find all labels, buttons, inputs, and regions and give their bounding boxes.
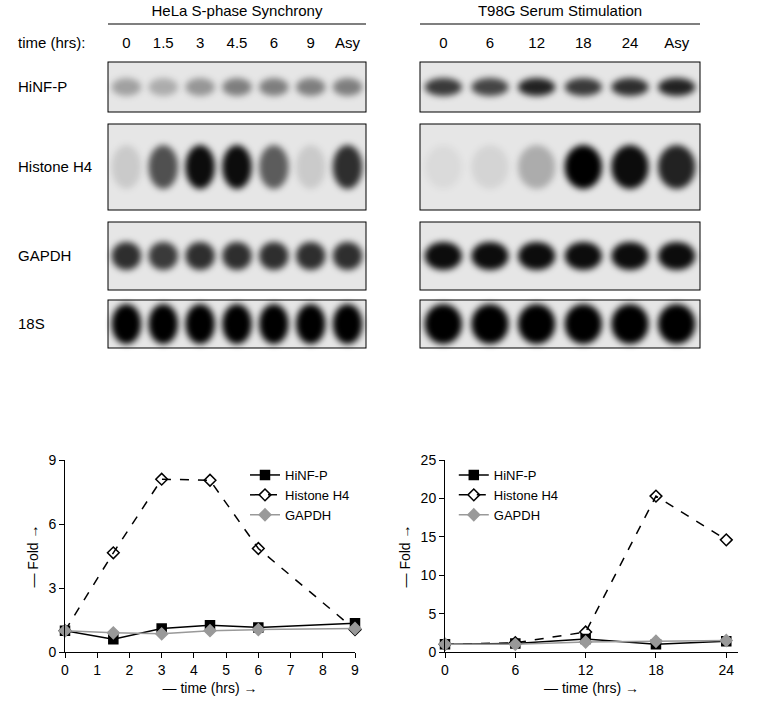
svg-text:18: 18 bbox=[575, 34, 592, 51]
svg-text:24: 24 bbox=[622, 34, 639, 51]
svg-text:0: 0 bbox=[61, 662, 69, 678]
svg-text:GAPDH: GAPDH bbox=[18, 247, 71, 264]
svg-text:5: 5 bbox=[222, 662, 230, 678]
svg-text:GAPDH: GAPDH bbox=[494, 508, 540, 523]
svg-text:2: 2 bbox=[126, 662, 134, 678]
svg-text:20: 20 bbox=[421, 490, 437, 506]
svg-text:12: 12 bbox=[578, 662, 594, 678]
svg-text:18: 18 bbox=[648, 662, 664, 678]
svg-text:9: 9 bbox=[307, 34, 315, 51]
svg-text:12: 12 bbox=[528, 34, 545, 51]
svg-text:Histone H4: Histone H4 bbox=[494, 488, 558, 503]
svg-text:6: 6 bbox=[511, 662, 519, 678]
svg-text:HiNF-P: HiNF-P bbox=[494, 468, 537, 483]
svg-text:time (hrs):: time (hrs): bbox=[18, 34, 86, 51]
svg-text:Asy: Asy bbox=[664, 34, 690, 51]
svg-text:0: 0 bbox=[439, 34, 447, 51]
svg-text:0: 0 bbox=[48, 644, 56, 660]
svg-text:3: 3 bbox=[158, 662, 166, 678]
svg-text:Histone H4: Histone H4 bbox=[285, 488, 349, 503]
svg-text:Asy: Asy bbox=[335, 34, 361, 51]
svg-text:— time (hrs) →: — time (hrs) → bbox=[163, 680, 258, 696]
svg-text:18S: 18S bbox=[18, 315, 45, 332]
svg-text:GAPDH: GAPDH bbox=[285, 508, 331, 523]
svg-text:0: 0 bbox=[122, 34, 130, 51]
svg-text:10: 10 bbox=[421, 567, 437, 583]
svg-text:Histone H4: Histone H4 bbox=[18, 158, 92, 175]
svg-text:25: 25 bbox=[421, 452, 437, 468]
svg-text:T98G Serum Stimulation: T98G Serum Stimulation bbox=[478, 2, 642, 19]
svg-text:3: 3 bbox=[48, 580, 56, 596]
svg-text:6: 6 bbox=[486, 34, 494, 51]
svg-text:HiNF-P: HiNF-P bbox=[18, 78, 67, 95]
svg-text:24: 24 bbox=[718, 662, 734, 678]
svg-text:7: 7 bbox=[287, 662, 295, 678]
svg-text:3: 3 bbox=[196, 34, 204, 51]
svg-text:HiNF-P: HiNF-P bbox=[285, 468, 328, 483]
svg-text:— Fold →: — Fold → bbox=[25, 524, 41, 587]
svg-text:1.5: 1.5 bbox=[153, 34, 174, 51]
svg-text:9: 9 bbox=[351, 662, 359, 678]
svg-text:6: 6 bbox=[48, 516, 56, 532]
svg-text:5: 5 bbox=[428, 606, 436, 622]
svg-text:1: 1 bbox=[93, 662, 101, 678]
svg-text:9: 9 bbox=[48, 452, 56, 468]
svg-text:— time (hrs) →: — time (hrs) → bbox=[544, 680, 639, 696]
svg-text:HeLa S-phase Synchrony: HeLa S-phase Synchrony bbox=[152, 2, 323, 19]
svg-text:0: 0 bbox=[428, 644, 436, 660]
svg-text:6: 6 bbox=[270, 34, 278, 51]
svg-text:6: 6 bbox=[254, 662, 262, 678]
svg-text:4: 4 bbox=[190, 662, 198, 678]
svg-text:4.5: 4.5 bbox=[227, 34, 248, 51]
svg-text:— Fold →: — Fold → bbox=[397, 524, 413, 587]
svg-text:15: 15 bbox=[421, 529, 437, 545]
svg-text:8: 8 bbox=[319, 662, 327, 678]
svg-text:0: 0 bbox=[441, 662, 449, 678]
